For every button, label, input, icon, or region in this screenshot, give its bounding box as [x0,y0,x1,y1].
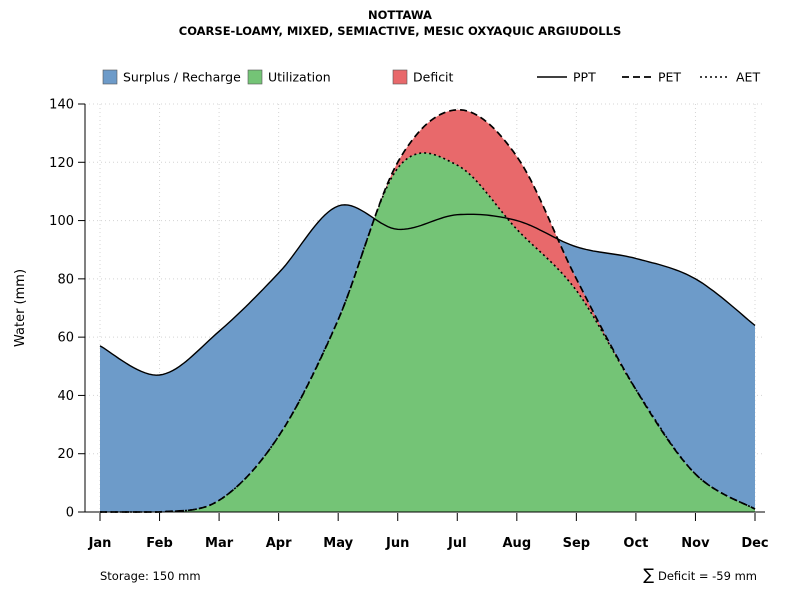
deficit-total-note: ∑ Deficit = -59 mm [643,565,757,584]
surplus-swatch [102,69,118,85]
month-label: May [323,536,353,551]
y-tick-label: 140 [49,98,74,113]
aet-legend-label: AET [736,70,760,85]
chart-title: NOTTAWA [368,8,432,22]
storage-note: Storage: 150 mm [100,569,201,583]
y-tick-label: 100 [49,214,74,229]
deficit-legend-label: Deficit [413,70,454,85]
pet-line [100,108,756,513]
y-axis-label: Water (mm) [13,269,28,347]
ppt-line [99,204,756,376]
month-label: Jul [447,536,467,551]
ppt-legend-label: PPT [573,70,596,85]
deficit-total-text: Deficit = -59 mm [658,569,757,583]
month-label: Nov [681,536,710,551]
month-label: Dec [741,536,768,551]
y-tick-label: 0 [66,506,74,521]
y-tick-label: 60 [57,331,74,346]
utilization-swatch [247,69,263,85]
month-label: Mar [205,536,234,551]
y-tick-label: 120 [49,156,74,171]
legend: Surplus / Recharge Utilization Deficit P… [102,69,760,85]
utilization-area [100,152,755,512]
month-label: Apr [266,536,292,551]
surplus-legend-label: Surplus / Recharge [123,70,241,85]
month-label: Aug [503,536,532,551]
month-label: Feb [146,536,172,551]
month-label: Sep [563,536,591,551]
y-tick-label: 40 [57,389,74,404]
y-tick-label: 80 [57,272,74,287]
pet-legend-label: PET [658,70,681,85]
month-label: Oct [623,536,648,551]
axes: 0 20 40 60 80 100 120 140 Jan Feb Mar Apr May Jun Jul A… [49,98,768,552]
month-label: Jun [385,536,409,551]
chart-subtitle: COARSE-LOAMY, MIXED, SEMIACTIVE, MESIC O… [179,24,622,38]
surplus-recharge-area [100,204,755,513]
sigma-symbol: ∑ [643,565,654,584]
month-label: Jan [88,536,112,551]
utilization-legend-label: Utilization [268,70,331,85]
series-lines [99,108,756,513]
area-fills [100,109,755,513]
y-tick-label: 20 [57,447,74,462]
deficit-swatch [392,69,408,85]
